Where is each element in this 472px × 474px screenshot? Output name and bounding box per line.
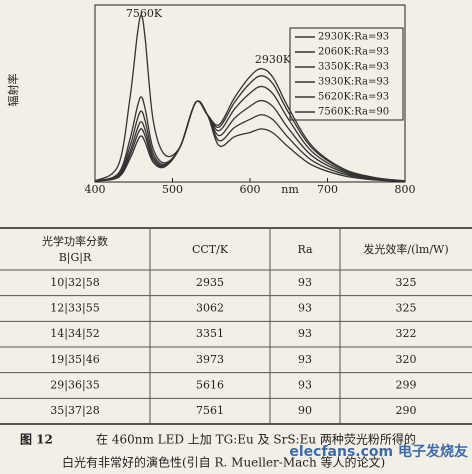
table-header: 光学功率分数	[42, 234, 108, 248]
annotation: 2930K	[255, 53, 292, 66]
table-cell: 320	[396, 353, 417, 366]
table-cell: 14|34|52	[50, 327, 99, 341]
caption-line: 白光有非常好的演色性(引自 R. Mueller-Mach 等人的论文)	[62, 455, 385, 470]
y-label: 辐射率	[6, 74, 20, 107]
annotation: 7560K	[126, 7, 163, 20]
legend-label: 7560K:Ra=90	[318, 107, 389, 118]
table-cell: 7561	[196, 404, 224, 417]
table-cell: 93	[298, 327, 312, 340]
table-cell: 93	[298, 302, 312, 315]
table-header: 发光效率/(lm/W)	[363, 242, 448, 256]
table-cell: 322	[396, 327, 417, 340]
spectrum-line	[94, 14, 406, 182]
table-cell: 3973	[196, 353, 224, 366]
table-cell: 90	[298, 404, 312, 417]
table-cell: 299	[396, 379, 417, 392]
table-cell: 10|32|58	[50, 276, 99, 290]
legend-label: 3930K:Ra=93	[318, 77, 389, 88]
table-cell: 93	[298, 276, 312, 289]
legend-label: 3350K:Ra=93	[318, 62, 389, 73]
table-header: B|G|R	[59, 251, 92, 265]
x-tick-label: 500	[162, 183, 183, 196]
table-cell: 29|36|35	[50, 379, 99, 393]
table-cell: 325	[396, 276, 417, 289]
x-tick-label: 800	[395, 183, 416, 196]
legend-label: 2930K:Ra=93	[318, 32, 389, 43]
legend-box	[289, 27, 404, 121]
x-unit: nm	[281, 183, 299, 196]
legend-label: 2060K:Ra=93	[318, 47, 389, 58]
caption-line: 在 460nm LED 上加 TG:Eu 及 SrS:Eu 两种荧光粉所得的	[96, 432, 416, 447]
table-cell: 93	[298, 353, 312, 366]
watermark: elecfans.com 电子发烧友	[289, 443, 468, 460]
table-cell: 325	[396, 302, 417, 315]
table-cell: 35|37|28	[50, 404, 99, 418]
legend-label: 5620K:Ra=93	[318, 92, 389, 103]
table-cell: 3351	[196, 327, 224, 340]
table-header: CCT/K	[192, 243, 229, 256]
table-header: Ra	[297, 243, 313, 256]
table-cell: 19|35|46	[50, 353, 99, 367]
table-cell: 5616	[196, 379, 224, 392]
table-cell: 290	[396, 404, 417, 417]
caption-label: 图 12	[20, 433, 53, 447]
x-tick-label: 700	[317, 183, 338, 196]
table-cell: 2935	[196, 276, 224, 289]
table-cell: 3062	[196, 302, 224, 315]
x-tick-label: 400	[85, 183, 106, 196]
x-tick-label: 600	[240, 183, 261, 196]
table-cell: 93	[298, 379, 312, 392]
table: 光学功率分数 B|G|R CCT/K Ra 发光效率/(lm/W) 10|32|58 293…	[0, 227, 472, 425]
table-cell: 12|33|55	[50, 302, 99, 316]
